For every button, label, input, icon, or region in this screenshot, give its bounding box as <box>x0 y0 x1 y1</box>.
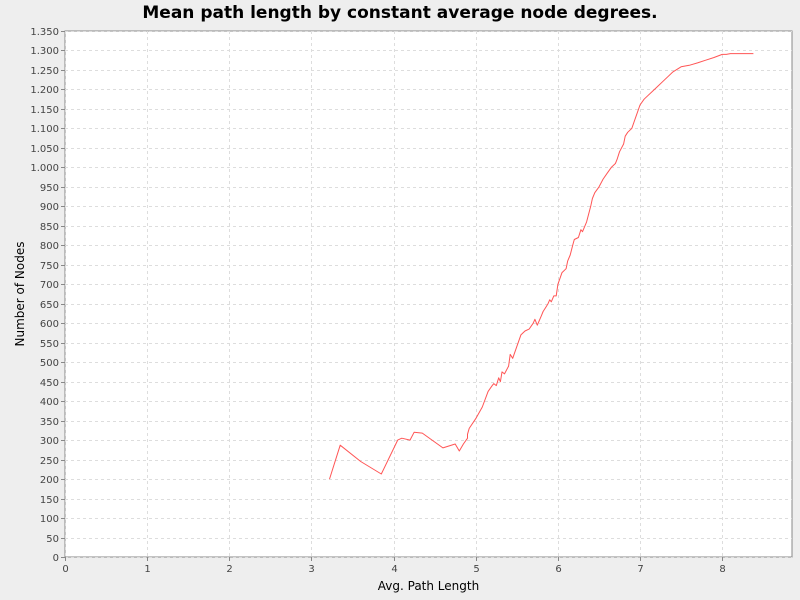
y-tick-label: 500 <box>40 358 59 369</box>
y-tick-label: 200 <box>40 475 59 486</box>
y-tick-label: 0 <box>53 553 59 564</box>
y-axis-label: Number of Nodes <box>13 242 27 347</box>
axis-layer: 0501001502002503003504004505005506006507… <box>30 27 725 575</box>
y-tick-label: 950 <box>40 183 59 194</box>
plot-background <box>64 30 793 558</box>
y-tick-label: 850 <box>40 222 59 233</box>
chart-title: Mean path length by constant average nod… <box>142 3 658 23</box>
series-layer <box>329 53 754 480</box>
y-tick-label: 1.250 <box>30 66 59 77</box>
y-tick-label: 1.150 <box>30 105 59 116</box>
x-tick-label: 0 <box>62 564 68 575</box>
x-tick-label: 1 <box>144 564 150 575</box>
y-tick-label: 1.100 <box>30 124 59 135</box>
y-tick-label: 650 <box>40 300 59 311</box>
x-tick-label: 5 <box>473 564 479 575</box>
grid-layer <box>65 31 792 558</box>
y-tick-label: 1.350 <box>30 27 59 38</box>
y-tick-label: 350 <box>40 417 59 428</box>
y-tick-label: 600 <box>40 319 59 330</box>
y-tick-label: 1.050 <box>30 144 59 155</box>
y-tick-label: 150 <box>40 495 59 506</box>
y-tick-label: 700 <box>40 280 59 291</box>
y-tick-label: 1.200 <box>30 85 59 96</box>
x-tick-label: 7 <box>637 564 643 575</box>
y-tick-label: 1.300 <box>30 46 59 57</box>
y-tick-label: 300 <box>40 436 59 447</box>
x-axis-label: Avg. Path Length <box>378 579 479 593</box>
x-tick-label: 2 <box>226 564 232 575</box>
y-tick-label: 250 <box>40 456 59 467</box>
y-tick-label: 400 <box>40 397 59 408</box>
y-tick-label: 900 <box>40 202 59 213</box>
x-tick-label: 8 <box>719 564 725 575</box>
x-tick-label: 3 <box>308 564 314 575</box>
y-tick-label: 450 <box>40 378 59 389</box>
y-tick-label: 550 <box>40 339 59 350</box>
x-tick-label: 4 <box>391 564 397 575</box>
y-tick-label: 50 <box>46 534 59 545</box>
y-tick-label: 100 <box>40 514 59 525</box>
y-tick-label: 750 <box>40 261 59 272</box>
y-tick-label: 800 <box>40 241 59 252</box>
x-tick-label: 6 <box>555 564 561 575</box>
y-tick-label: 1.000 <box>30 163 59 174</box>
series-line <box>329 53 754 480</box>
